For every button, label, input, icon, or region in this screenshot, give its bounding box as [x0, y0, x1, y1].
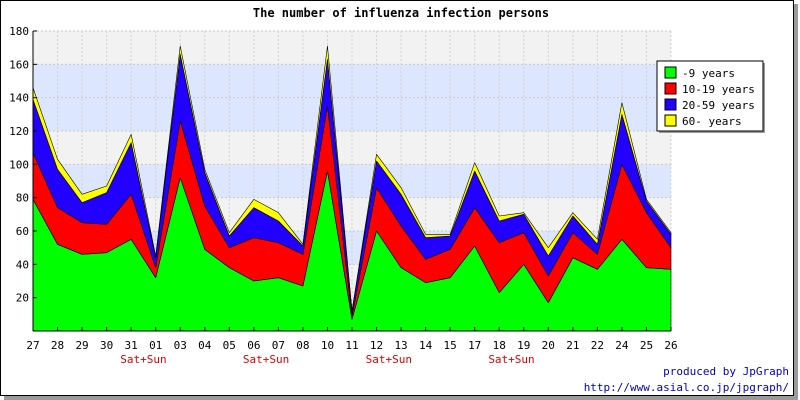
legend: -9 years 10-19 years 20-59 years 60- years [656, 60, 765, 133]
x-tick-label: 20 [542, 339, 555, 352]
x-tick-label: 29 [75, 339, 88, 352]
y-tick-label: 160 [9, 58, 29, 71]
x-tick-label: 13 [394, 339, 407, 352]
x-tick-label: 30 [100, 339, 113, 352]
x-tick-label: 05 [223, 339, 236, 352]
legend-swatch [664, 66, 677, 79]
x-tick-label: 19 [517, 339, 530, 352]
x-tick-label: 24 [615, 339, 629, 352]
series-areas [32, 45, 672, 332]
legend-label: 20-59 years [682, 99, 755, 112]
x-tick-label: 07 [272, 339, 285, 352]
background-band [33, 97, 671, 131]
x-tick-label: 15 [444, 339, 457, 352]
weekend-label: Sat+Sun [120, 353, 166, 366]
x-tick-label: 31 [125, 339, 138, 352]
x-tick-label: 28 [51, 339, 64, 352]
x-tick-label: 27 [26, 339, 39, 352]
weekend-label: Sat+Sun [488, 353, 534, 366]
y-tick-label: 180 [9, 25, 29, 38]
x-tick-label: 08 [296, 339, 309, 352]
axes [32, 30, 672, 332]
x-tick-label: 17 [468, 339, 481, 352]
x-tick-label: 12 [370, 339, 383, 352]
x-tick-label: 10 [321, 339, 334, 352]
x-tick-label: 04 [198, 339, 212, 352]
legend-swatch [664, 82, 677, 95]
legend-label: 10-19 years [682, 83, 755, 96]
area-chart: 20 40 60 80 100 120 140 160 180 27 28 29 30 31 01 03 04… [9, 6, 789, 394]
legend-label: 60- years [682, 115, 742, 128]
x-tick-label: 14 [419, 339, 433, 352]
weekend-label: Sat+Sun [243, 353, 289, 366]
weekend-label: Sat+Sun [366, 353, 412, 366]
legend-swatch [664, 114, 677, 127]
x-tick-label: 26 [664, 339, 677, 352]
footer-credit: produced by JpGraph [663, 365, 789, 378]
y-tick-label: 80 [16, 192, 29, 205]
legend-label: -9 years [682, 67, 735, 80]
y-tick-label: 140 [9, 92, 29, 105]
chart-title: The number of influenza infection person… [253, 6, 549, 20]
y-tick-label: 20 [16, 292, 29, 305]
x-tick-label: 22 [591, 339, 604, 352]
y-tick-labels: 20 40 60 80 100 120 140 160 180 [9, 25, 29, 305]
x-tick-label: 25 [640, 339, 653, 352]
footer-url[interactable]: http://www.asial.co.jp/jpgraph/ [584, 381, 789, 394]
y-tick-label: 120 [9, 125, 29, 138]
legend-swatch [664, 98, 677, 111]
series-area-3 [32, 45, 672, 312]
x-tick-label: 06 [247, 339, 260, 352]
weekend-labels: Sat+Sun Sat+Sun Sat+Sun Sat+Sun [120, 353, 534, 366]
x-tick-label: 11 [345, 339, 358, 352]
y-tick-label: 100 [9, 158, 29, 171]
x-tick-label: 01 [149, 339, 162, 352]
x-tick-label: 21 [566, 339, 579, 352]
x-tick-label: 03 [174, 339, 187, 352]
y-tick-label: 40 [16, 258, 29, 271]
y-tick-label: 60 [16, 225, 29, 238]
x-tick-label: 18 [493, 339, 506, 352]
x-tick-labels: 27 28 29 30 31 01 03 04 05 06 07 08 10 11 12 13 14 15 17 18… [26, 339, 677, 352]
